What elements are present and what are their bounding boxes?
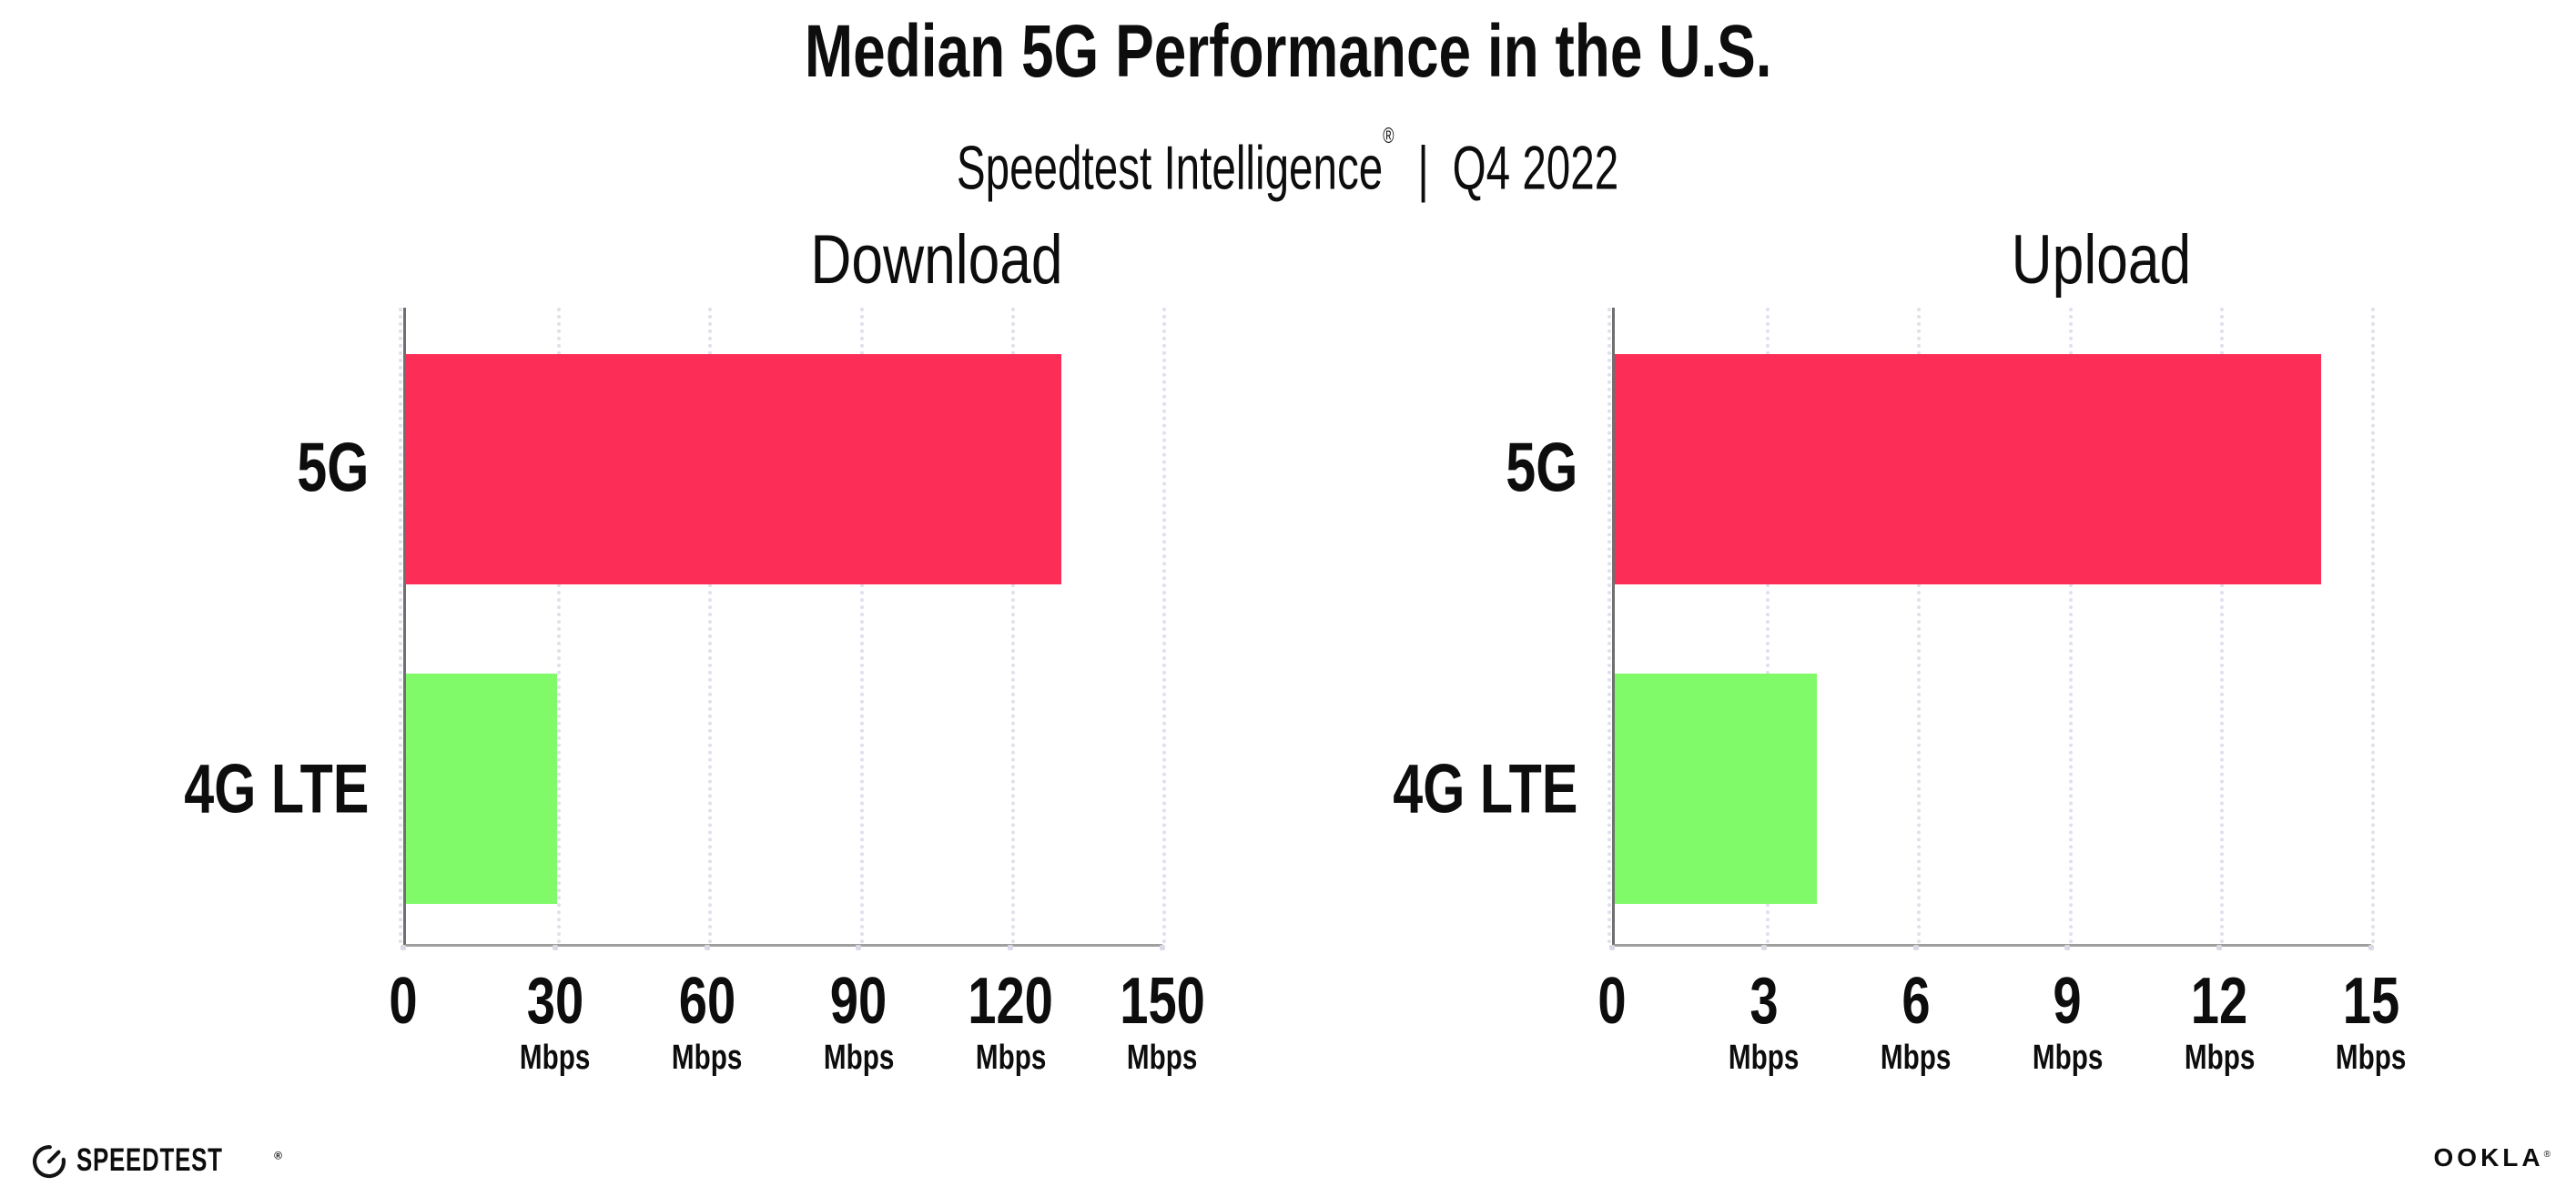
plot-area-upload xyxy=(1607,308,2375,947)
x-tick-label: 150 Mbps xyxy=(1062,967,1263,1078)
axis-tick-dot xyxy=(2368,945,2374,950)
gridline xyxy=(1917,308,1922,944)
page-title: Median 5G Performance in the U.S. xyxy=(804,10,1772,93)
gridline xyxy=(708,308,713,944)
speedtest-gauge-icon xyxy=(32,1145,66,1179)
subtitle-separator: | xyxy=(1417,133,1430,203)
subtitle-brand: Speedtest Intelligence xyxy=(957,133,1384,203)
bar-4g-lte-upload xyxy=(1615,673,1817,904)
x-tick-label: 60 Mbps xyxy=(607,967,807,1078)
x-tick-label: 12 Mbps xyxy=(2119,967,2319,1078)
x-tick-unit: Mbps xyxy=(2032,1039,2104,1077)
registered-mark: ® xyxy=(1383,124,1395,148)
ookla-wordmark: OOKLA xyxy=(2433,1143,2544,1172)
x-tick-unit: Mbps xyxy=(975,1039,1046,1077)
x-tick-unit: Mbps xyxy=(520,1039,591,1077)
category-label-4g-lte: 4G LTE xyxy=(183,750,369,828)
gridline xyxy=(1162,308,1166,944)
x-tick-label: 0 xyxy=(1597,965,1627,1038)
page-subtitle: Speedtest Intelligence® | Q4 2022 xyxy=(0,95,2576,210)
x-tick-unit: Mbps xyxy=(1127,1039,1198,1077)
category-label-5g: 5G xyxy=(1505,429,1577,507)
gridline xyxy=(1010,308,1015,944)
gridline xyxy=(1766,308,1770,944)
x-tick-label: 0 xyxy=(389,965,418,1038)
ookla-logo: OOKLA® xyxy=(2434,1143,2551,1172)
x-tick-label: 3 Mbps xyxy=(1664,967,1864,1078)
x-tick-unit: Mbps xyxy=(1880,1039,1952,1077)
x-tick-label: 120 Mbps xyxy=(910,967,1111,1078)
axis-tick-dot xyxy=(552,945,558,950)
gridline xyxy=(2219,308,2224,944)
bar-4g-lte-download xyxy=(406,673,558,904)
axis-tick-dot xyxy=(2216,945,2223,950)
registered-mark: ® xyxy=(274,1149,283,1162)
gridline xyxy=(2068,308,2073,944)
axis-tick-dot xyxy=(1160,945,1165,950)
category-label-5g: 5G xyxy=(296,429,369,507)
x-tick-unit: Mbps xyxy=(1729,1039,1800,1077)
axis-tick-dot xyxy=(2064,945,2071,950)
axis-tick-dot xyxy=(856,945,862,950)
x-tick-label: 6 Mbps xyxy=(1816,967,2016,1078)
axis-tick-dot xyxy=(1008,945,1014,950)
category-label-4g-lte: 4G LTE xyxy=(1392,750,1577,828)
bar-5g-upload xyxy=(1615,354,2321,585)
gridline xyxy=(859,308,864,944)
axis-tick-dot xyxy=(1760,945,1767,950)
gridline xyxy=(2371,308,2375,944)
x-tick-unit: Mbps xyxy=(2184,1039,2255,1077)
axis-tick-dot xyxy=(704,945,710,950)
x-tick-label: 90 Mbps xyxy=(758,967,958,1078)
x-tick-label: 9 Mbps xyxy=(1967,967,2167,1078)
x-tick-unit: Mbps xyxy=(2336,1039,2407,1077)
speedtest-wordmark: SPEEDTEST xyxy=(76,1142,223,1178)
x-tick-unit: Mbps xyxy=(671,1039,743,1077)
subtitle-period: Q4 2022 xyxy=(1453,133,1619,203)
axis-tick-dot xyxy=(1609,945,1615,950)
x-tick-label: 30 Mbps xyxy=(455,967,655,1078)
speedtest-logo: SPEEDTEST ® xyxy=(29,1140,283,1182)
bar-5g-download xyxy=(406,354,1062,585)
registered-mark: ® xyxy=(2543,1150,2551,1161)
plot-area-download xyxy=(399,308,1166,947)
axis-tick-dot xyxy=(1912,945,1919,950)
gridline xyxy=(557,308,562,944)
axis-tick-dot xyxy=(401,945,406,950)
x-tick-label: 15 Mbps xyxy=(2271,967,2471,1078)
x-tick-unit: Mbps xyxy=(823,1039,895,1077)
